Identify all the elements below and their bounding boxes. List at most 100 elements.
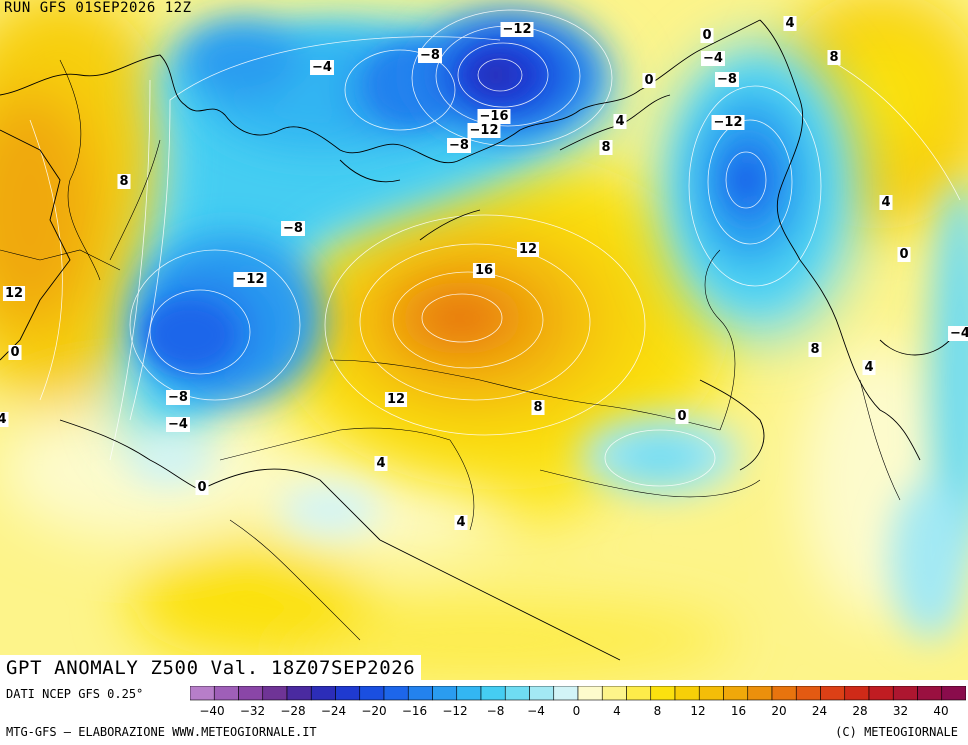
contour-label: −8 <box>166 390 190 405</box>
colorbar-tick-label: 24 <box>812 704 827 718</box>
colorbar-swatch <box>383 686 409 701</box>
svg-text:4: 4 <box>0 412 7 427</box>
svg-text:8: 8 <box>810 342 819 357</box>
contour-label: 4 <box>879 195 893 210</box>
contour-label: −4 <box>701 51 725 66</box>
colorbar-swatch <box>892 686 918 701</box>
colorbar-swatch <box>190 686 215 701</box>
svg-text:0: 0 <box>644 73 653 88</box>
colorbar-swatch <box>480 686 506 701</box>
colorbar-tick-label: 28 <box>852 704 867 718</box>
contour-label: 8 <box>531 400 545 415</box>
colorbar-swatch <box>529 686 555 701</box>
svg-text:−4: −4 <box>312 60 332 75</box>
colorbar-swatch <box>335 686 361 701</box>
contour-label: 0 <box>700 28 714 43</box>
contour-label: −12 <box>500 22 534 37</box>
svg-text:4: 4 <box>881 195 890 210</box>
colorbar-swatch <box>771 686 797 701</box>
contour-label: −8 <box>281 221 305 236</box>
svg-text:0: 0 <box>899 247 908 262</box>
svg-text:4: 4 <box>615 114 624 129</box>
contour-label: 0 <box>675 409 689 424</box>
contour-label: 12 <box>516 242 540 257</box>
svg-text:4: 4 <box>376 456 385 471</box>
colorbar-swatch <box>577 686 603 701</box>
contour-label: −12 <box>467 123 501 138</box>
colorbar-tick-label: −24 <box>321 704 346 718</box>
svg-text:0: 0 <box>10 345 19 360</box>
colorbar-swatch <box>504 686 530 701</box>
coastlines <box>0 19 951 661</box>
svg-text:−4: −4 <box>703 51 723 66</box>
colorbar-swatch <box>844 686 870 701</box>
svg-text:−4: −4 <box>950 326 968 341</box>
contour-label: 0 <box>897 247 911 262</box>
svg-text:−8: −8 <box>168 390 188 405</box>
contour-label: 12 <box>384 392 408 407</box>
svg-text:−4: −4 <box>168 417 188 432</box>
contour-label: −4 <box>948 326 968 341</box>
contour-label: 0 <box>642 73 656 88</box>
credit-right: (C) METEOGIORNALE <box>835 725 958 739</box>
contour-label: −12 <box>711 115 745 130</box>
svg-text:−12: −12 <box>470 123 499 138</box>
svg-text:12: 12 <box>519 242 537 257</box>
colorbar-tick-label: 40 <box>933 704 948 718</box>
colorbar-tick-label: −16 <box>402 704 427 718</box>
colorbar-swatch <box>795 686 821 701</box>
colorbar-swatch <box>262 686 288 701</box>
svg-text:0: 0 <box>702 28 711 43</box>
colorbar-tick-label: −28 <box>280 704 305 718</box>
colorbar-tick-label: −12 <box>442 704 467 718</box>
svg-text:−12: −12 <box>714 115 743 130</box>
svg-text:−8: −8 <box>420 48 440 63</box>
svg-text:8: 8 <box>533 400 542 415</box>
colorbar-tick-label: −40 <box>199 704 224 718</box>
contour-label: 4 <box>454 515 468 530</box>
colorbar-swatch <box>650 686 676 701</box>
colorbar-tick-label: −4 <box>527 704 545 718</box>
contour-label: 4 <box>374 456 388 471</box>
contour-label: 4 <box>783 16 797 31</box>
colorbar-swatch <box>213 686 239 701</box>
contour-label: 12 <box>2 286 26 301</box>
svg-text:16: 16 <box>475 263 493 278</box>
contour-label: 4 <box>613 114 627 129</box>
footer: DATI NCEP GFS 0.25° −40 −32 −28 −24 −20 −16 −1… <box>0 681 968 745</box>
svg-text:4: 4 <box>785 16 794 31</box>
colorbar-swatch <box>674 686 700 701</box>
contour-label: 4 <box>0 412 9 427</box>
colorbar-swatch <box>723 686 749 701</box>
colorbar-tick-label: −8 <box>487 704 505 718</box>
colorbar-swatch <box>432 686 458 701</box>
svg-text:12: 12 <box>387 392 405 407</box>
svg-text:8: 8 <box>829 50 838 65</box>
contour-label: 8 <box>117 174 131 189</box>
contour-label: −8 <box>447 138 471 153</box>
colorbar-tick-label: 0 <box>573 704 581 718</box>
colorbar-tick-label: 4 <box>613 704 621 718</box>
colorbar-swatch <box>868 686 894 701</box>
anomaly-map: −12−8−440−4 80 −8−16−12−848−128−8412−12160… <box>0 0 968 680</box>
colorbar-swatch <box>456 686 482 701</box>
contour-label: −16 <box>477 109 511 124</box>
colorbar-swatch <box>941 686 966 701</box>
contour-label: 0 <box>195 480 209 495</box>
colorbar-swatch <box>601 686 627 701</box>
contour-label: 4 <box>862 360 876 375</box>
contour-label: 16 <box>472 263 496 278</box>
contour-label: −12 <box>233 272 267 287</box>
svg-text:0: 0 <box>197 480 206 495</box>
colorbar-swatch <box>626 686 652 701</box>
colorbar-swatch <box>698 686 724 701</box>
svg-text:12: 12 <box>5 286 23 301</box>
contour-label: −8 <box>715 72 739 87</box>
credit-left: MTG-GFS – ELABORAZIONE WWW.METEOGIORNALE… <box>6 725 317 739</box>
svg-text:4: 4 <box>864 360 873 375</box>
anomaly-field <box>0 0 968 680</box>
colorbar-tick-label: 16 <box>731 704 746 718</box>
colorbar-tick-label: −32 <box>240 704 265 718</box>
svg-text:4: 4 <box>456 515 465 530</box>
